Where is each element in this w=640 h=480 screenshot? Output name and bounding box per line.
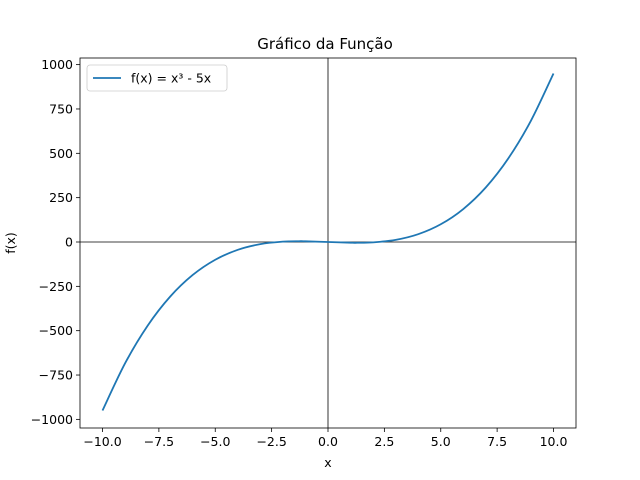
- x-tick-label: 0.0: [318, 434, 338, 449]
- legend-label: f(x) = x³ - 5x: [131, 71, 211, 86]
- x-tick-label: −2.5: [256, 434, 286, 449]
- x-tick-label: −5.0: [200, 434, 230, 449]
- chart-title: Gráfico da Função: [257, 35, 393, 53]
- y-tick-label: 500: [49, 146, 73, 161]
- series-layer: [101, 73, 555, 411]
- y-axis-ticks: −1000 −750 −500 −250 0 250 500 750 1000: [31, 57, 80, 427]
- y-tick-label: −500: [39, 323, 73, 338]
- x-axis-label: x: [324, 455, 331, 470]
- y-tick-label: 750: [49, 101, 73, 116]
- legend-box: [86, 64, 228, 92]
- x-tick-label: 10.0: [540, 434, 568, 449]
- y-tick-label: 0: [65, 235, 73, 250]
- y-axis-label: f(x): [3, 232, 18, 254]
- x-tick-label: 7.5: [487, 434, 507, 449]
- y-tick-label: −750: [39, 368, 73, 383]
- x-tick-label: −7.5: [144, 434, 174, 449]
- y-tick-label: −1000: [31, 412, 73, 427]
- series-line-0: [101, 73, 555, 411]
- y-tick-label: 250: [49, 190, 73, 205]
- y-tick-label: 1000: [41, 57, 73, 72]
- plot-frame: [79, 57, 577, 429]
- x-tick-label: 5.0: [431, 434, 451, 449]
- y-tick-label: −250: [39, 279, 73, 294]
- x-axis-ticks: −10.0 −7.5 −5.0 −2.5 0.0 2.5 5.0 7.5 10.0: [83, 428, 567, 449]
- legend: f(x) = x³ - 5x: [86, 64, 228, 92]
- x-tick-label: −10.0: [83, 434, 121, 449]
- x-tick-label: 2.5: [374, 434, 394, 449]
